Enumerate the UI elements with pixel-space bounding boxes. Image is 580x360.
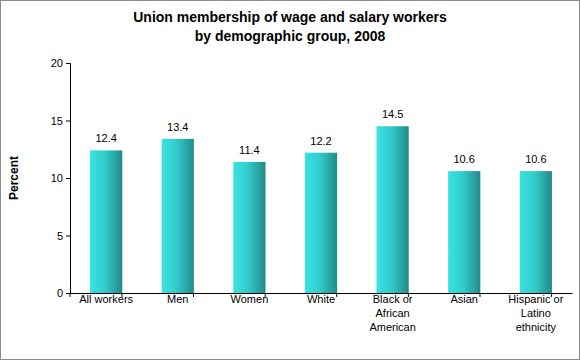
x-separator: [336, 293, 337, 297]
y-axis-title: Percent: [7, 156, 21, 200]
plot-area: 0 5 10 15 20 All workers Men Women White Black or…: [51, 57, 573, 333]
x-tick: White: [307, 293, 335, 305]
y-tick: 5: [57, 230, 70, 242]
data-labels: 12.4 13.4 11.4 12.2 14.5 10.6 10.6: [95, 108, 546, 165]
x-tick-label: White: [307, 293, 335, 305]
data-label: 13.4: [167, 121, 188, 133]
x-separator: [70, 293, 71, 297]
x-separator: [408, 293, 409, 297]
data-label: 12.4: [95, 132, 116, 144]
y-tick-label: 20: [51, 57, 63, 69]
chart-svg: Union membership of wage and salary work…: [0, 0, 580, 360]
y-tick-label: 15: [51, 115, 63, 127]
bar: [520, 171, 552, 293]
y-tick-mark: [66, 178, 70, 179]
y-tick: 0: [57, 287, 70, 299]
x-tick: Black orAfricanAmerican: [369, 293, 415, 333]
bars: [90, 126, 552, 293]
x-separator: [551, 293, 552, 297]
chart-container: Union membership of wage and salary work…: [0, 0, 580, 360]
x-tick: Asian: [450, 293, 478, 305]
x-axis: All workers Men Women White Black orAfricanA…: [71, 293, 573, 333]
x-tick: Hispanic orLatinoethnicity: [508, 293, 563, 333]
x-tick-label: All workers: [79, 293, 133, 305]
y-tick-mark: [66, 293, 70, 294]
bar: [90, 150, 122, 293]
y-tick-mark: [66, 121, 70, 122]
x-separator: [121, 293, 122, 297]
bar: [448, 171, 480, 293]
bar: [376, 126, 408, 293]
x-separator: [479, 293, 480, 297]
data-label: 11.4: [239, 144, 260, 156]
y-tick-mark: [66, 236, 70, 237]
data-label: 12.2: [310, 135, 331, 147]
data-label: 10.6: [525, 153, 546, 165]
y-tick-label: 5: [57, 230, 63, 242]
y-tick-mark: [66, 63, 70, 64]
bar: [305, 153, 337, 293]
x-tick: Women: [231, 293, 269, 305]
x-tick: All workers: [79, 293, 133, 305]
chart-title: Union membership of wage and salary work…: [133, 9, 447, 44]
bar: [162, 139, 194, 293]
data-label: 10.6: [454, 153, 475, 165]
x-tick-label: Asian: [450, 293, 478, 305]
x-tick-label: Women: [231, 293, 269, 305]
y-tick-label: 10: [51, 172, 63, 184]
x-tick-label: Hispanic orLatinoethnicity: [508, 293, 563, 333]
y-tick: 10: [51, 172, 70, 184]
bar: [233, 162, 265, 293]
data-label: 14.5: [382, 108, 403, 120]
x-tick-label: Men: [167, 293, 188, 305]
y-tick: 20: [51, 57, 70, 69]
y-tick: 15: [51, 115, 70, 127]
x-tick-label: Black orAfricanAmerican: [369, 293, 415, 333]
x-separator: [265, 293, 266, 297]
y-tick-label: 0: [57, 287, 63, 299]
chart-border: [1, 1, 580, 360]
x-tick: Men: [167, 293, 188, 305]
y-axis: 0 5 10 15 20: [51, 57, 71, 299]
x-separator: [193, 293, 194, 297]
y-axis-line: [66, 64, 71, 294]
